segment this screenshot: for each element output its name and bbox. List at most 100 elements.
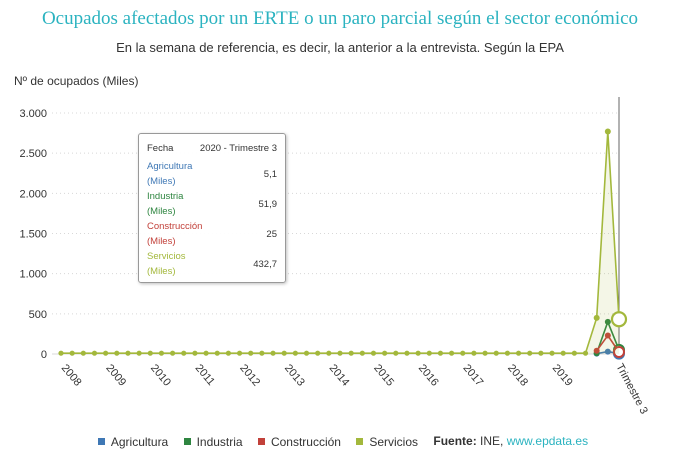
data-point (370, 350, 377, 356)
x-tick-label: 2015 (371, 362, 396, 388)
legend-label: Agricultura (110, 434, 169, 449)
legend-swatch (183, 438, 191, 445)
data-point (449, 350, 455, 356)
tooltip-series-label: Industria (147, 191, 184, 202)
data-point (527, 350, 533, 356)
data-point (593, 347, 600, 354)
data-point (571, 350, 577, 356)
legend-item-agricultura[interactable]: Agricultura (97, 434, 169, 449)
legend-item-construccion[interactable]: Construcción (257, 435, 341, 449)
tooltip-row-servicios: Servicios (Miles) 432,7 (139, 249, 285, 279)
data-point (326, 350, 332, 356)
x-tick-label: 2009 (103, 362, 128, 388)
data-point (482, 350, 488, 356)
x-tick-label: 2018 (505, 362, 530, 388)
legend-swatch (356, 438, 364, 445)
data-point (236, 350, 243, 356)
data-point (348, 350, 354, 356)
tooltip-header-value: 2020 - Trimestre 3 (199, 143, 277, 154)
data-point (69, 350, 75, 356)
tooltip-series-value: 51,9 (258, 198, 278, 210)
y-tick-label: 2.500 (19, 148, 47, 160)
y-axis-label: Nº de ocupados (Miles) (14, 74, 139, 88)
tooltip-series-label: Servicios (147, 251, 186, 262)
data-point (604, 128, 611, 135)
data-point (415, 350, 421, 356)
source-link[interactable]: www.epdata.es (506, 434, 589, 448)
data-point (560, 350, 566, 356)
y-tick-label: 2.000 (19, 188, 47, 200)
data-point (303, 350, 310, 356)
tooltip-series-unit: (Miles) (147, 236, 176, 247)
data-point (125, 350, 131, 356)
tooltip-row-industria: Industria (Miles) 51,9 (139, 189, 285, 219)
data-point (604, 318, 611, 325)
data-point (91, 350, 98, 356)
data-point (393, 350, 399, 356)
data-point (225, 350, 231, 356)
legend-label: Industria (196, 434, 243, 449)
data-point (337, 350, 343, 356)
data-point (214, 350, 220, 356)
tooltip-series-name: Agricultura (Miles) (147, 159, 192, 189)
data-point (515, 350, 522, 356)
data-point (158, 350, 165, 356)
source-text: INE, (480, 434, 507, 448)
tooltip-series-value: 432,7 (253, 258, 277, 270)
legend-item-servicios[interactable]: Servicios (356, 435, 418, 449)
y-tick-label: 1.500 (19, 229, 47, 241)
data-point (292, 350, 298, 356)
data-point (538, 350, 544, 356)
tooltip-series-label: Construcción (147, 221, 203, 232)
data-point (504, 350, 510, 356)
tooltip-series-label: Agricultura (147, 161, 193, 172)
x-tick-label: 2011 (193, 362, 217, 388)
tooltip-series-unit: (Miles) (147, 176, 176, 187)
data-point (549, 350, 555, 356)
tooltip-row-agricultura: Agricultura (Miles) 5,1 (139, 159, 285, 189)
data-point (437, 350, 444, 356)
tooltip: Fecha 2020 - Trimestre 3 Agricultura (Mi… (138, 133, 286, 283)
y-tick-label: 3.000 (19, 108, 47, 120)
chart-subtitle: En la semana de referencia, es decir, la… (116, 40, 564, 55)
line-chart[interactable]: 0 500 1.000 1.500 2.000 2.500 3.000 2008 2009 201… (0, 0, 680, 430)
data-point (80, 350, 86, 356)
data-point (203, 350, 209, 356)
data-point (460, 350, 466, 356)
tooltip-series-value: 25 (266, 228, 277, 240)
data-point (404, 350, 410, 356)
x-tick-label: 2014 (327, 362, 352, 388)
legend-swatch (97, 438, 105, 445)
legend-swatch (257, 438, 265, 445)
x-tick-label: 2008 (59, 362, 84, 388)
x-tick-label: 2017 (460, 362, 485, 388)
data-point (493, 350, 499, 356)
data-point (359, 350, 365, 356)
x-tick-label: 2010 (148, 362, 173, 388)
data-point (58, 350, 64, 356)
y-tick-label: 1.000 (19, 269, 47, 281)
x-tick-label: 2016 (416, 362, 441, 388)
data-point (136, 350, 142, 356)
x-tick-label: 2012 (237, 362, 262, 388)
data-point (471, 350, 477, 356)
data-point (114, 350, 120, 356)
data-point (604, 348, 611, 355)
highlight-marker (610, 311, 628, 328)
legend-item-industria[interactable]: Industria (183, 434, 243, 449)
source-label: Fuente: (433, 434, 477, 448)
data-point (248, 350, 254, 356)
tooltip-header-label: Fecha (147, 143, 174, 154)
data-point (426, 350, 432, 356)
data-point (382, 350, 388, 356)
legend-label: Servicios (369, 434, 419, 449)
tooltip-series-unit: (Miles) (147, 206, 176, 217)
tooltip-series-name: Industria (Miles) (147, 189, 183, 219)
data-point (170, 350, 176, 356)
data-point (147, 350, 153, 356)
data-point (281, 350, 287, 356)
chart-title: Ocupados afectados por un ERTE o un paro… (41, 8, 639, 29)
data-point (181, 350, 187, 356)
data-point (593, 314, 600, 321)
tooltip-series-unit: (Miles) (147, 266, 176, 277)
